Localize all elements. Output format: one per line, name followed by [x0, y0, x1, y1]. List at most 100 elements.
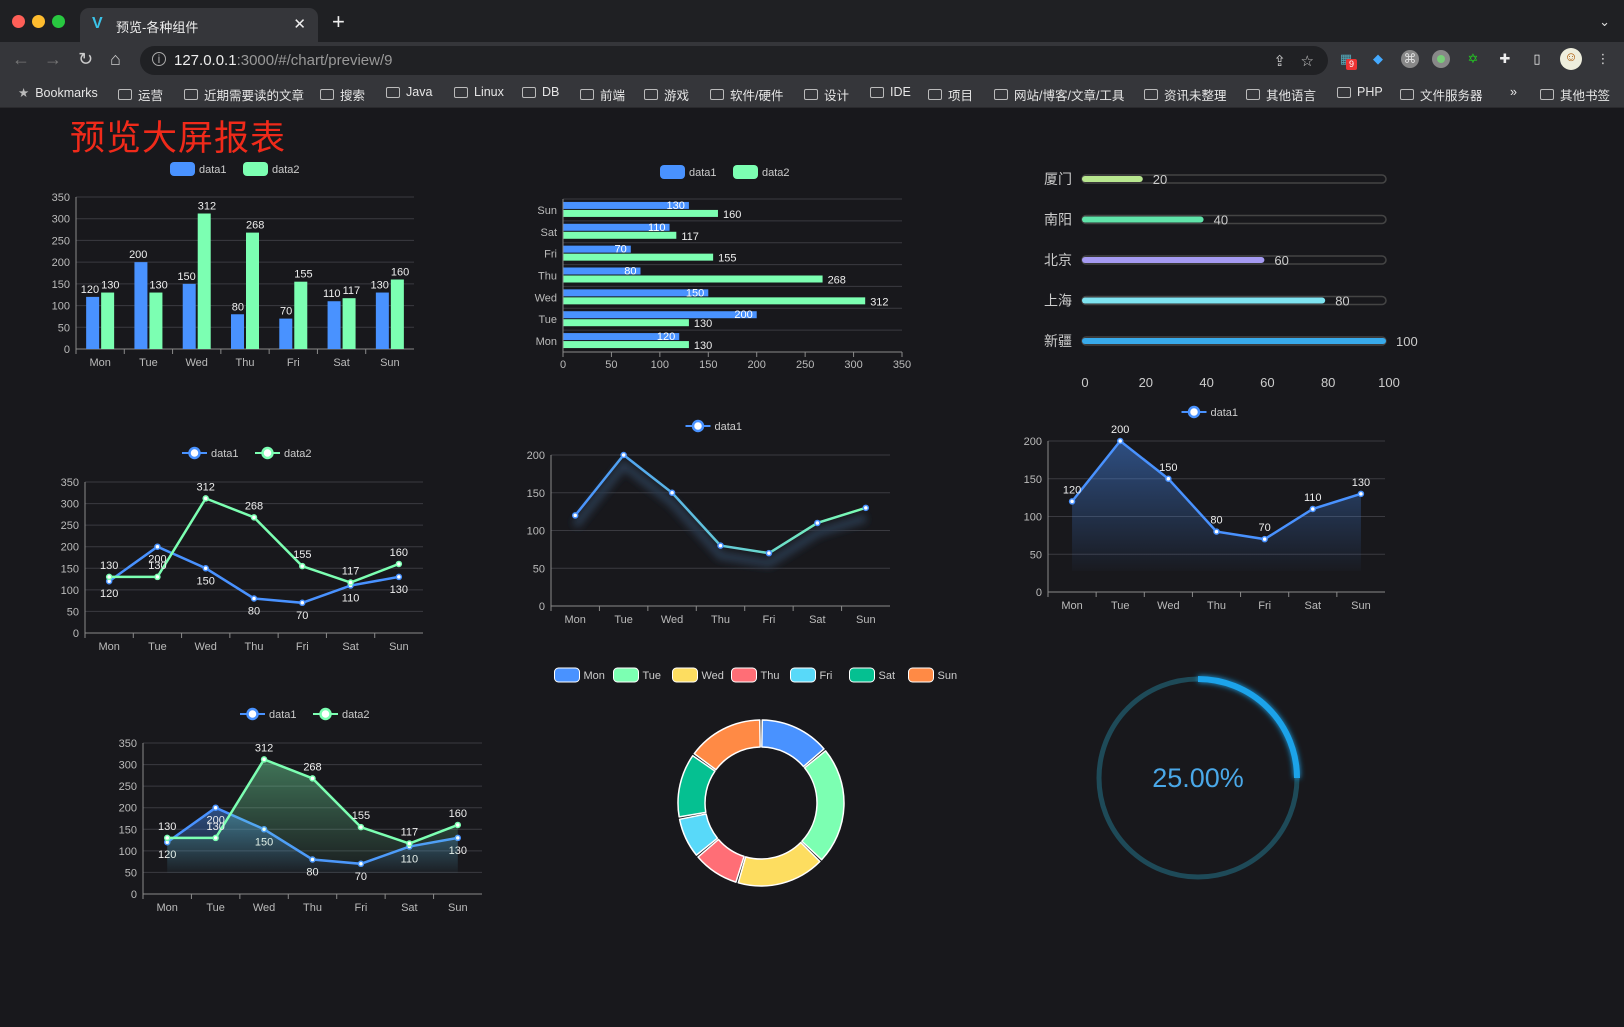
- legend-item-Mon[interactable]: Mon: [554, 667, 605, 683]
- bar-data1-Tue[interactable]: [134, 262, 148, 349]
- bar-data1-Thu[interactable]: [563, 267, 641, 275]
- donut-slice-Thu[interactable]: [697, 838, 745, 883]
- legend-item-data2[interactable]: data2: [255, 446, 312, 460]
- bookmark-folder[interactable]: Java: [386, 85, 432, 99]
- other-bookmarks-folder[interactable]: 其他书签: [1540, 85, 1610, 104]
- legend-item-data2[interactable]: data2: [313, 707, 370, 721]
- bar-data1-Wed[interactable]: [563, 289, 709, 297]
- tab-search-chevron-icon[interactable]: ⌄: [1599, 14, 1610, 29]
- legend-item-Fri[interactable]: Fri: [790, 667, 833, 683]
- data-point: [862, 504, 870, 512]
- donut-slice-Sun[interactable]: [693, 719, 761, 771]
- site-info-icon[interactable]: i: [152, 52, 166, 66]
- bookmark-folder[interactable]: IDE: [870, 85, 911, 99]
- bar-data1-Sat[interactable]: [563, 223, 670, 231]
- bookmark-folder[interactable]: 游戏: [644, 85, 689, 104]
- data-label: 150: [197, 575, 215, 587]
- bookmark-folder[interactable]: 项目: [928, 85, 973, 104]
- bar-data1-Thu[interactable]: [231, 314, 244, 349]
- bar-data2-Thu[interactable]: [563, 275, 823, 283]
- bar-data2-Thu[interactable]: [246, 232, 259, 349]
- bookmark-folder[interactable]: DB: [522, 85, 559, 99]
- bookmark-folder[interactable]: 运营: [118, 85, 163, 104]
- bar-data1-Wed[interactable]: [182, 283, 196, 349]
- bar-data2-Sat[interactable]: [563, 231, 677, 239]
- bookmark-star-icon[interactable]: ☆: [1300, 53, 1314, 70]
- bookmarks-button[interactable]: ★ Bookmarks: [18, 85, 98, 101]
- bar-data2-Sun[interactable]: [563, 209, 718, 217]
- donut-slice-Wed[interactable]: [737, 841, 821, 887]
- bar-data2-Wed[interactable]: [563, 297, 866, 305]
- new-tab-button[interactable]: +: [332, 9, 345, 34]
- legend-item-Sat[interactable]: Sat: [849, 667, 896, 683]
- bar-data2-Mon[interactable]: [563, 341, 689, 349]
- star-extension-icon[interactable]: ✡: [1467, 51, 1479, 66]
- legend-item-data1[interactable]: data1: [170, 162, 227, 176]
- donut-slice-Mon[interactable]: [761, 719, 825, 768]
- puzzle-extensions-icon[interactable]: ✚: [1499, 51, 1511, 66]
- back-icon[interactable]: ←: [12, 49, 30, 69]
- bookmark-folder[interactable]: 网站/博客/文章/工具: [994, 85, 1124, 104]
- donut-slice-Tue[interactable]: [801, 750, 845, 861]
- legend-item-data1[interactable]: data1: [1181, 405, 1239, 419]
- bar-data2-Fri[interactable]: [563, 253, 714, 261]
- legend-item-data2[interactable]: data2: [243, 162, 300, 176]
- bar-data2-Mon[interactable]: [101, 292, 115, 349]
- legend-item-data1[interactable]: data1: [240, 707, 297, 721]
- tab-title: 预览-各种组件: [116, 20, 199, 35]
- bar-data2-Wed[interactable]: [197, 213, 211, 349]
- menu-dots-icon[interactable]: ⋮: [1596, 51, 1610, 66]
- extension-icon[interactable]: ▦9: [1337, 50, 1357, 70]
- close-window-button[interactable]: [12, 15, 25, 28]
- bar-data1-Mon[interactable]: [563, 333, 680, 341]
- command-extension-icon[interactable]: ⌘: [1401, 50, 1419, 68]
- donut-slice-Fri[interactable]: [678, 813, 719, 856]
- bookmark-folder[interactable]: 前端: [580, 85, 625, 104]
- bookmark-folder[interactable]: 近期需要读的文章: [184, 85, 304, 104]
- browser-tab[interactable]: V 预览-各种组件 ✕: [80, 8, 318, 42]
- bar-data1-Mon[interactable]: [86, 296, 100, 349]
- home-icon[interactable]: ⌂: [110, 49, 121, 69]
- bar-data2-Tue[interactable]: [563, 319, 689, 327]
- bar-data1-Fri[interactable]: [279, 318, 293, 349]
- side-panel-icon[interactable]: ▯: [1533, 51, 1541, 66]
- bar-data2-Tue[interactable]: [149, 292, 163, 349]
- donut-slice-Sat[interactable]: [677, 754, 716, 818]
- legend-item-Thu[interactable]: Thu: [731, 667, 780, 683]
- bookmark-folder[interactable]: 软件/硬件: [710, 85, 783, 104]
- reload-icon[interactable]: ↻: [78, 49, 94, 69]
- legend-item-data1[interactable]: data1: [685, 419, 743, 433]
- gem-extension-icon[interactable]: ◆: [1373, 51, 1383, 66]
- legend-item-data1[interactable]: data1: [182, 446, 239, 460]
- bar-data1-Sun[interactable]: [375, 292, 389, 349]
- bar-data1-Sun[interactable]: [563, 201, 689, 209]
- close-tab-icon[interactable]: ✕: [293, 16, 306, 33]
- maximize-window-button[interactable]: [52, 15, 65, 28]
- data-label: 130: [158, 821, 176, 833]
- bar-data1-Fri[interactable]: [563, 245, 631, 253]
- legend-item-Sun[interactable]: Sun: [908, 667, 958, 683]
- bar-data2-Sat[interactable]: [342, 298, 356, 349]
- legend-item-Wed[interactable]: Wed: [672, 667, 724, 683]
- forward-icon[interactable]: →: [44, 49, 62, 69]
- minimize-window-button[interactable]: [32, 15, 45, 28]
- legend-item-Tue[interactable]: Tue: [613, 667, 662, 683]
- bookmark-folder[interactable]: 文件服务器: [1400, 85, 1483, 104]
- bookmark-folder[interactable]: 其他语言: [1246, 85, 1316, 104]
- share-icon[interactable]: ⇪: [1273, 53, 1286, 70]
- legend-item-data2[interactable]: data2: [733, 165, 790, 179]
- bookmark-folder[interactable]: 搜索: [320, 85, 365, 104]
- bookmark-folder[interactable]: 资讯未整理: [1144, 85, 1227, 104]
- address-bar[interactable]: i 127.0.0.1:3000/#/chart/preview/9 ⇪ ☆: [140, 46, 1328, 75]
- legend-item-data1[interactable]: data1: [660, 165, 717, 179]
- green-dot-extension-icon[interactable]: [1432, 50, 1450, 68]
- bar-data1-Sat[interactable]: [327, 301, 341, 349]
- avatar[interactable]: ☺: [1560, 48, 1582, 70]
- bar-data2-Fri[interactable]: [294, 281, 308, 349]
- bookmarks-overflow-button[interactable]: »: [1510, 85, 1517, 99]
- bookmark-folder[interactable]: 设计: [804, 85, 849, 104]
- bar-data2-Sun[interactable]: [390, 279, 404, 349]
- bookmark-folder[interactable]: Linux: [454, 85, 504, 99]
- bar-data1-Tue[interactable]: [563, 311, 757, 319]
- bookmark-folder[interactable]: PHP: [1337, 85, 1383, 99]
